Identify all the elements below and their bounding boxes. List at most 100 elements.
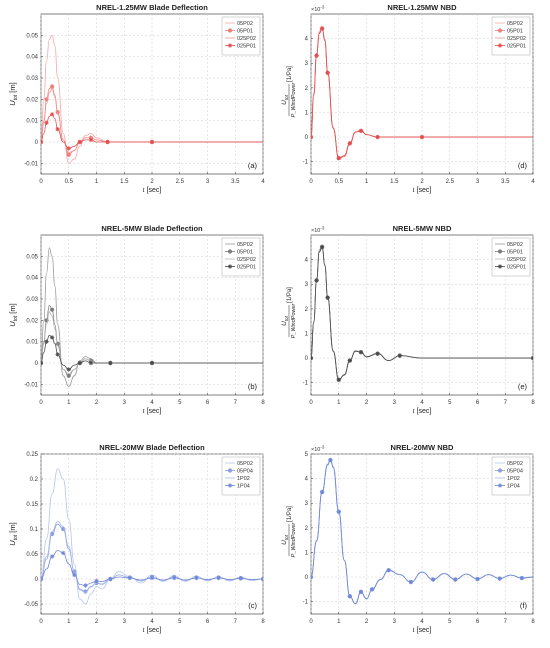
chart-title: NREL-20MW NBD <box>391 443 454 452</box>
y-axis-sub: tot <box>13 94 19 100</box>
x-tick-label: 0 <box>309 400 313 406</box>
data-point-1P04 <box>61 550 66 556</box>
series-line-1P04 <box>41 550 263 586</box>
series-line-1P04 <box>311 459 533 605</box>
data-point-025P01 <box>319 26 325 31</box>
exponent-power: -3 <box>320 5 324 10</box>
y-tick-label: 1 <box>305 110 309 116</box>
y-axis-numerator: Utot <box>281 315 289 325</box>
x-tick-label: 3 <box>206 179 210 185</box>
x-axis-unit: [sec] <box>147 408 162 415</box>
x-tick-label: 2 <box>150 179 154 185</box>
legend-label: 025P01 <box>237 44 256 50</box>
legend-marker <box>497 249 503 254</box>
axis-exponent-label: ×10-3 <box>311 5 325 14</box>
data-point-025P01 <box>325 70 330 75</box>
x-tick-label: 3 <box>476 179 480 185</box>
x-tick-label: 2 <box>420 179 424 185</box>
y-tick-label: 0.01 <box>26 119 38 125</box>
series-line-05P02 <box>41 468 263 605</box>
y-axis-denominator: P_WindPower <box>291 521 297 557</box>
y-tick-label: 5 <box>305 452 309 458</box>
data-point-1P04 <box>336 509 341 514</box>
legend-label: 025P02 <box>507 257 526 263</box>
x-tick-label: 1.5 <box>120 179 129 185</box>
data-point-1P04 <box>369 587 375 592</box>
x-tick-label: 1 <box>365 179 369 185</box>
y-axis-var: U <box>281 540 288 545</box>
x-tick-label: 0.5 <box>335 179 344 185</box>
x-tick-label: 0 <box>39 179 43 185</box>
x-axis-label: t [sec] <box>413 626 432 634</box>
series-line-025P01 <box>41 113 263 149</box>
data-point-1P04 <box>216 575 221 581</box>
x-tick-label: 2 <box>95 619 99 625</box>
legend-marker <box>497 28 503 33</box>
x-tick-label: 4 <box>150 619 154 625</box>
data-point-1P04 <box>386 567 391 573</box>
y-axis-denominator: P_WindPower <box>291 81 297 117</box>
legend-label: 025P01 <box>507 265 526 271</box>
series-group <box>311 25 533 161</box>
data-point-1P04 <box>328 457 333 463</box>
data-point-1P04 <box>430 577 436 582</box>
x-tick-label: 4 <box>420 400 424 406</box>
series-group <box>311 457 533 605</box>
legend-marker <box>227 483 233 488</box>
y-axis-var: U <box>8 321 17 327</box>
data-point-025P01 <box>319 244 325 250</box>
legend-label: 05P02 <box>507 461 523 467</box>
data-point-1P04 <box>83 583 88 588</box>
y-axis-label: Utot [m] <box>8 303 19 326</box>
legend-marker <box>497 483 503 488</box>
data-point-025P01 <box>44 339 49 344</box>
y-tick-label: 0.04 <box>26 55 38 61</box>
y-tick-label: 0.1 <box>30 527 39 533</box>
legend-label: 1P02 <box>507 476 520 482</box>
exponent-base: ×10 <box>311 228 320 234</box>
panel-a: 0 0.5 1 1.5 2 2.5 3 3.5 4 -0.01 0 0.01 0.02 0.03 0.04 0… <box>8 3 265 194</box>
x-tick-label: 3 <box>393 619 397 625</box>
y-axis-label: Utot [m] <box>8 82 19 105</box>
legend-marker <box>227 43 233 48</box>
exponent-power: -3 <box>320 226 324 231</box>
legend-label: 05P02 <box>507 21 523 27</box>
y-tick-label: 0.05 <box>26 33 38 39</box>
legend-marker <box>227 249 233 254</box>
x-tick-label: 3 <box>123 619 127 625</box>
data-point-025P01 <box>419 134 425 140</box>
y-tick-label: -1 <box>303 600 309 606</box>
x-tick-label: 2 <box>365 619 369 625</box>
y-tick-label: 0 <box>305 356 309 362</box>
series-group <box>311 244 533 382</box>
y-tick-label: -0.05 <box>24 602 38 608</box>
data-point-025P01 <box>358 128 364 133</box>
x-tick-label: 3 <box>123 400 127 406</box>
data-point-025P01 <box>149 139 155 145</box>
series-line-025P01 <box>311 246 533 381</box>
x-tick-label: 6 <box>476 400 480 406</box>
x-tick-label: 1.5 <box>390 179 399 185</box>
data-point-05P01 <box>50 84 55 89</box>
y-tick-label: 0 <box>35 577 39 583</box>
legend-marker <box>227 28 233 33</box>
panel-e: 0 1 2 3 4 5 6 7 8 -1 0 1 2 3 4 ×10-3 NREL-5MW NBD t [sec] U… <box>281 224 535 415</box>
panel-b: 0 1 2 3 4 5 6 7 8 -0.01 0 0.01 0.02 0.03 0.04 0.05 NREL-… <box>8 224 265 415</box>
y-tick-label: -0.01 <box>24 382 38 388</box>
y-tick-label: 2 <box>305 526 309 532</box>
legend-label: 05P02 <box>237 21 253 27</box>
x-axis-var: t <box>143 407 146 415</box>
axis-exponent-label: ×10-3 <box>311 226 325 235</box>
x-tick-label: 2.5 <box>176 179 185 185</box>
data-point-1P04 <box>311 574 314 580</box>
data-point-025P01 <box>149 360 155 366</box>
data-point-025P01 <box>336 156 341 161</box>
panel-label: (d) <box>518 161 528 170</box>
legend-label: 025P02 <box>237 36 256 42</box>
x-tick-label: 0 <box>309 179 313 185</box>
chart-title: NREL-5MW Blade Deflection <box>101 224 203 233</box>
legend-label: 025P02 <box>507 36 526 42</box>
legend-label: 025P01 <box>507 44 526 50</box>
panel-c: 0 1 2 3 4 5 6 7 8 -0.05 0 0.05 0.1 0.15 0.2 0.25 NREL-20… <box>8 443 265 634</box>
